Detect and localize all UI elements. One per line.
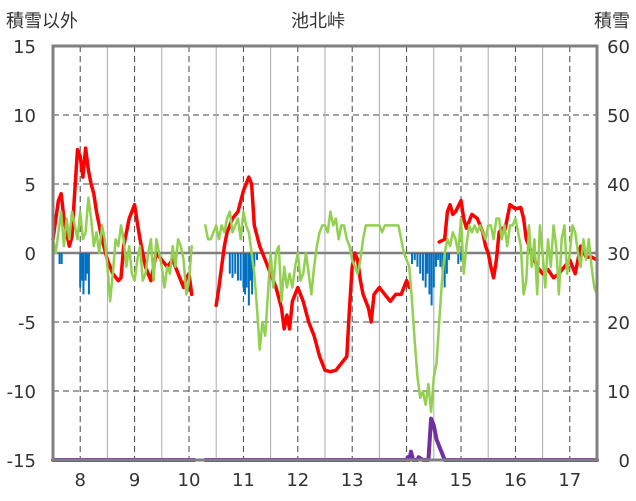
left-tick-labels: 15 10 5 0 -5 -10 -15 [7, 37, 36, 472]
bar [79, 253, 82, 288]
x-tick-label: 17 [558, 470, 581, 491]
bar [439, 253, 442, 267]
left-tick-label: 5 [25, 175, 36, 196]
bar [234, 253, 237, 274]
bar [236, 253, 239, 281]
bar [428, 253, 431, 295]
bar [432, 253, 435, 288]
bar [86, 253, 89, 274]
green-series-line [51, 196, 193, 303]
bar [448, 253, 451, 260]
bar [460, 253, 462, 260]
right-tick-label: 30 [607, 244, 630, 265]
left-tick-label: -10 [7, 382, 36, 403]
bar [411, 253, 414, 265]
bar [247, 253, 250, 306]
bar [84, 253, 87, 281]
bar [426, 253, 429, 274]
x-tick-label: 16 [504, 470, 527, 491]
bar [239, 253, 242, 281]
bar [253, 253, 256, 267]
bar [419, 253, 422, 274]
bar [58, 253, 61, 265]
x-tick-label: 12 [286, 470, 309, 491]
bar [256, 253, 258, 260]
left-tick-label: 10 [13, 106, 36, 127]
bar [437, 253, 440, 260]
bar [424, 253, 427, 288]
left-tick-label: 15 [13, 37, 36, 58]
bar [80, 253, 83, 281]
right-tick-label: 40 [607, 175, 630, 196]
left-tick-label: 0 [25, 244, 36, 265]
x-tick-label: 13 [341, 470, 364, 491]
x-tick-label: 11 [232, 470, 255, 491]
bar [244, 253, 247, 295]
left-tick-label: -15 [7, 451, 36, 472]
bar [434, 253, 437, 267]
chart-title: 池北峠 [291, 11, 345, 32]
right-tick-label: 20 [607, 313, 630, 334]
red-series-line [214, 175, 412, 374]
bar [251, 253, 254, 295]
right-tick-label: 0 [619, 451, 630, 472]
bar [242, 253, 245, 288]
bar [445, 253, 448, 274]
x-tick-label: 10 [178, 470, 201, 491]
right-tick-label: 60 [607, 37, 630, 58]
right-tick-labels: 60 50 40 30 20 10 0 [607, 37, 630, 472]
x-tick-labels: 8 9 10 11 12 13 14 15 16 17 [74, 470, 581, 491]
left-tick-label: -5 [18, 313, 36, 334]
bar [457, 253, 460, 265]
bar [60, 253, 63, 265]
bar-series [58, 253, 462, 306]
bar [416, 253, 419, 267]
bar [249, 253, 252, 281]
right-tick-label: 10 [607, 382, 630, 403]
bar [82, 253, 85, 295]
x-tick-label: 9 [129, 470, 140, 491]
x-tick-label: 15 [450, 470, 473, 491]
bar [430, 253, 433, 306]
right-tick-label: 50 [607, 106, 630, 127]
x-tick-label: 14 [395, 470, 418, 491]
bar [231, 253, 234, 278]
bar [421, 253, 424, 281]
bar [228, 253, 231, 274]
bar [245, 253, 248, 288]
left-axis-title: 積雪以外 [6, 11, 78, 32]
x-tick-label: 8 [74, 470, 85, 491]
bar [87, 253, 90, 295]
bar [443, 253, 446, 288]
plot-frame [51, 44, 599, 462]
right-axis-title: 積雪 [594, 11, 630, 32]
green-series-line [204, 210, 599, 413]
bar [413, 253, 416, 260]
